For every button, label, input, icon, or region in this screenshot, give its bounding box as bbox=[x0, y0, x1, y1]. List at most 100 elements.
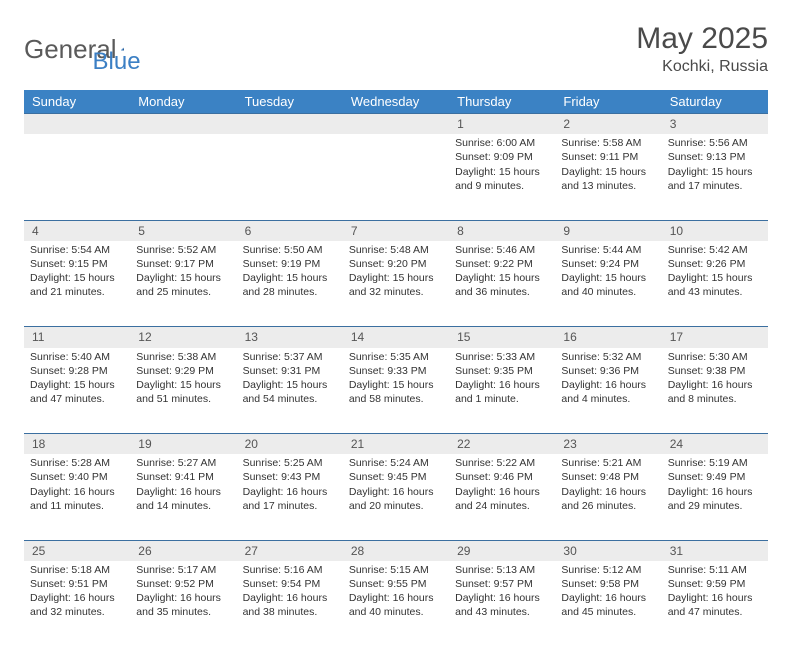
sunset-line: Sunset: 9:38 PM bbox=[668, 364, 762, 378]
day-cell: Sunrise: 5:16 AMSunset: 9:54 PMDaylight:… bbox=[237, 561, 343, 647]
day-number-cell: 17 bbox=[662, 327, 768, 348]
day-number-cell: 10 bbox=[662, 220, 768, 241]
daylight-line: Daylight: 16 hours and 11 minutes. bbox=[30, 485, 124, 513]
sunrise-line: Sunrise: 5:58 AM bbox=[561, 136, 655, 150]
month-title: May 2025 bbox=[636, 22, 768, 56]
sunset-line: Sunset: 9:48 PM bbox=[561, 470, 655, 484]
sunset-line: Sunset: 9:43 PM bbox=[243, 470, 337, 484]
sunrise-line: Sunrise: 5:21 AM bbox=[561, 456, 655, 470]
location: Kochki, Russia bbox=[636, 58, 768, 76]
day-cell: Sunrise: 5:22 AMSunset: 9:46 PMDaylight:… bbox=[449, 454, 555, 540]
sunrise-line: Sunrise: 5:25 AM bbox=[243, 456, 337, 470]
day-cell: Sunrise: 5:35 AMSunset: 9:33 PMDaylight:… bbox=[343, 348, 449, 434]
daylight-line: Daylight: 15 hours and 9 minutes. bbox=[455, 165, 549, 193]
weekday-header: Monday bbox=[130, 90, 236, 114]
sunset-line: Sunset: 9:09 PM bbox=[455, 150, 549, 164]
sunset-line: Sunset: 9:46 PM bbox=[455, 470, 549, 484]
day-number-cell: 19 bbox=[130, 434, 236, 455]
day-cell: Sunrise: 5:44 AMSunset: 9:24 PMDaylight:… bbox=[555, 241, 661, 327]
day-cell: Sunrise: 5:46 AMSunset: 9:22 PMDaylight:… bbox=[449, 241, 555, 327]
day-cell bbox=[130, 134, 236, 220]
day-number-cell bbox=[24, 114, 130, 135]
day-cell-body: Sunrise: 5:33 AMSunset: 9:35 PMDaylight:… bbox=[449, 348, 555, 413]
daylight-line: Daylight: 15 hours and 51 minutes. bbox=[136, 378, 230, 406]
sunset-line: Sunset: 9:51 PM bbox=[30, 577, 124, 591]
sunrise-line: Sunrise: 5:42 AM bbox=[668, 243, 762, 257]
daylight-line: Daylight: 16 hours and 40 minutes. bbox=[349, 591, 443, 619]
day-cell: Sunrise: 5:40 AMSunset: 9:28 PMDaylight:… bbox=[24, 348, 130, 434]
day-cell: Sunrise: 5:19 AMSunset: 9:49 PMDaylight:… bbox=[662, 454, 768, 540]
daylight-line: Daylight: 16 hours and 8 minutes. bbox=[668, 378, 762, 406]
day-cell bbox=[343, 134, 449, 220]
daynum-row: 11121314151617 bbox=[24, 327, 768, 348]
weekday-header: Thursday bbox=[449, 90, 555, 114]
sunset-line: Sunset: 9:35 PM bbox=[455, 364, 549, 378]
sunrise-line: Sunrise: 5:37 AM bbox=[243, 350, 337, 364]
day-number-cell: 8 bbox=[449, 220, 555, 241]
day-cell: Sunrise: 5:32 AMSunset: 9:36 PMDaylight:… bbox=[555, 348, 661, 434]
daylight-line: Daylight: 15 hours and 58 minutes. bbox=[349, 378, 443, 406]
weekday-header: Friday bbox=[555, 90, 661, 114]
day-cell-body: Sunrise: 5:11 AMSunset: 9:59 PMDaylight:… bbox=[662, 561, 768, 626]
day-cell: Sunrise: 5:27 AMSunset: 9:41 PMDaylight:… bbox=[130, 454, 236, 540]
day-cell-body: Sunrise: 5:48 AMSunset: 9:20 PMDaylight:… bbox=[343, 241, 449, 306]
day-cell-body: Sunrise: 5:37 AMSunset: 9:31 PMDaylight:… bbox=[237, 348, 343, 413]
sunset-line: Sunset: 9:40 PM bbox=[30, 470, 124, 484]
sunrise-line: Sunrise: 5:22 AM bbox=[455, 456, 549, 470]
daylight-line: Daylight: 16 hours and 1 minute. bbox=[455, 378, 549, 406]
day-number-cell bbox=[130, 114, 236, 135]
sunset-line: Sunset: 9:55 PM bbox=[349, 577, 443, 591]
weekday-header-row: Sunday Monday Tuesday Wednesday Thursday… bbox=[24, 90, 768, 114]
day-number-cell bbox=[237, 114, 343, 135]
sunset-line: Sunset: 9:13 PM bbox=[668, 150, 762, 164]
day-cell-body: Sunrise: 5:18 AMSunset: 9:51 PMDaylight:… bbox=[24, 561, 130, 626]
sunrise-line: Sunrise: 5:16 AM bbox=[243, 563, 337, 577]
day-cell-body: Sunrise: 5:21 AMSunset: 9:48 PMDaylight:… bbox=[555, 454, 661, 519]
weekday-header: Wednesday bbox=[343, 90, 449, 114]
sunset-line: Sunset: 9:17 PM bbox=[136, 257, 230, 271]
sunset-line: Sunset: 9:15 PM bbox=[30, 257, 124, 271]
day-number-cell bbox=[343, 114, 449, 135]
day-number-cell: 15 bbox=[449, 327, 555, 348]
day-number-cell: 28 bbox=[343, 540, 449, 561]
sunset-line: Sunset: 9:28 PM bbox=[30, 364, 124, 378]
daylight-line: Daylight: 15 hours and 54 minutes. bbox=[243, 378, 337, 406]
sunrise-line: Sunrise: 5:15 AM bbox=[349, 563, 443, 577]
daylight-line: Daylight: 16 hours and 35 minutes. bbox=[136, 591, 230, 619]
day-cell: Sunrise: 5:33 AMSunset: 9:35 PMDaylight:… bbox=[449, 348, 555, 434]
day-cell-body: Sunrise: 5:16 AMSunset: 9:54 PMDaylight:… bbox=[237, 561, 343, 626]
week-row: Sunrise: 5:28 AMSunset: 9:40 PMDaylight:… bbox=[24, 454, 768, 540]
sunset-line: Sunset: 9:36 PM bbox=[561, 364, 655, 378]
day-cell: Sunrise: 5:56 AMSunset: 9:13 PMDaylight:… bbox=[662, 134, 768, 220]
daylight-line: Daylight: 16 hours and 43 minutes. bbox=[455, 591, 549, 619]
day-cell: Sunrise: 5:24 AMSunset: 9:45 PMDaylight:… bbox=[343, 454, 449, 540]
sunset-line: Sunset: 9:54 PM bbox=[243, 577, 337, 591]
day-number-cell: 5 bbox=[130, 220, 236, 241]
daylight-line: Daylight: 15 hours and 21 minutes. bbox=[30, 271, 124, 299]
day-number-cell: 11 bbox=[24, 327, 130, 348]
daylight-line: Daylight: 15 hours and 40 minutes. bbox=[561, 271, 655, 299]
day-number-cell: 22 bbox=[449, 434, 555, 455]
day-number-cell: 2 bbox=[555, 114, 661, 135]
sunset-line: Sunset: 9:52 PM bbox=[136, 577, 230, 591]
sunrise-line: Sunrise: 5:33 AM bbox=[455, 350, 549, 364]
day-cell bbox=[237, 134, 343, 220]
sunrise-line: Sunrise: 5:19 AM bbox=[668, 456, 762, 470]
day-cell-body: Sunrise: 5:40 AMSunset: 9:28 PMDaylight:… bbox=[24, 348, 130, 413]
sunrise-line: Sunrise: 5:48 AM bbox=[349, 243, 443, 257]
day-number-cell: 4 bbox=[24, 220, 130, 241]
day-cell: Sunrise: 5:17 AMSunset: 9:52 PMDaylight:… bbox=[130, 561, 236, 647]
daylight-line: Daylight: 15 hours and 47 minutes. bbox=[30, 378, 124, 406]
sunrise-line: Sunrise: 5:18 AM bbox=[30, 563, 124, 577]
title-block: May 2025 Kochki, Russia bbox=[636, 22, 768, 76]
daylight-line: Daylight: 15 hours and 28 minutes. bbox=[243, 271, 337, 299]
brand-logo: General Blue bbox=[24, 22, 141, 76]
sunrise-line: Sunrise: 5:56 AM bbox=[668, 136, 762, 150]
day-cell-body: Sunrise: 5:28 AMSunset: 9:40 PMDaylight:… bbox=[24, 454, 130, 519]
day-cell: Sunrise: 5:13 AMSunset: 9:57 PMDaylight:… bbox=[449, 561, 555, 647]
sunrise-line: Sunrise: 5:54 AM bbox=[30, 243, 124, 257]
daynum-row: 123 bbox=[24, 114, 768, 135]
sunset-line: Sunset: 9:31 PM bbox=[243, 364, 337, 378]
daylight-line: Daylight: 16 hours and 14 minutes. bbox=[136, 485, 230, 513]
day-cell-body: Sunrise: 5:25 AMSunset: 9:43 PMDaylight:… bbox=[237, 454, 343, 519]
